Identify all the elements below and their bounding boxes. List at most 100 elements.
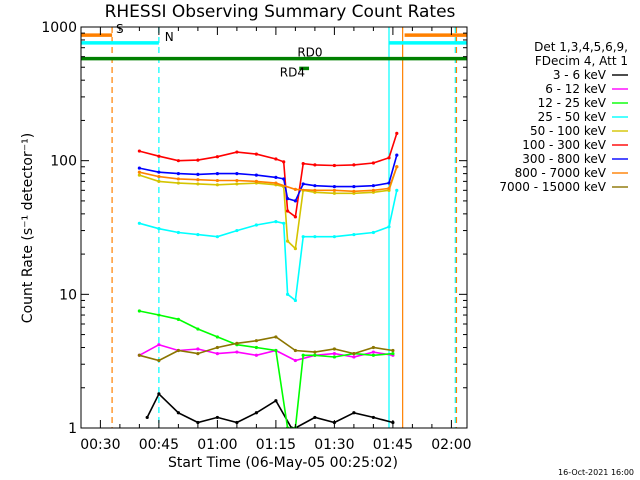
y-axis: 1 10 100 1000 (41, 20, 467, 437)
series-point-2-13 (371, 350, 375, 354)
series-point-7-12 (301, 182, 305, 186)
series-point-8-8 (274, 181, 278, 185)
series-point-1-7 (254, 411, 258, 415)
series-1 (145, 392, 395, 428)
series-point-6-9 (282, 160, 286, 164)
series-3 (137, 309, 395, 428)
series-point-3-11 (301, 353, 305, 357)
series-point-4-15 (352, 232, 356, 237)
legend-label-1: 3 - 6 keV (553, 68, 607, 82)
series-point-9-8 (274, 335, 278, 339)
series-point-6-3 (176, 159, 180, 163)
series-point-1-2 (157, 392, 161, 396)
series-point-5-6 (235, 182, 239, 186)
timestamp: 16-Oct-2021 16:00 (558, 468, 634, 477)
series-point-3-2 (157, 313, 161, 317)
x-tick-label-6: 01:45 (373, 437, 413, 453)
series-point-6-11 (293, 215, 297, 219)
series-point-7-7 (254, 173, 258, 177)
series-point-6-17 (387, 156, 391, 160)
series-point-7-9 (282, 177, 286, 181)
series-point-5-2 (157, 179, 161, 183)
series-point-7-14 (332, 184, 336, 189)
series-7 (137, 153, 399, 203)
series-point-6-1 (137, 149, 141, 153)
legend-label-6: 100 - 300 keV (522, 138, 606, 152)
series-point-5-10 (285, 239, 290, 243)
series-point-3-3 (176, 317, 180, 321)
annotation-label-3: N (165, 30, 174, 44)
series-4 (137, 188, 399, 303)
series-point-3-12 (313, 353, 317, 357)
series-point-2-11 (332, 352, 336, 356)
series-point-5-4 (196, 182, 200, 186)
series-point-9-7 (254, 339, 258, 343)
series-point-8-12 (352, 189, 356, 193)
series-point-2-7 (254, 353, 258, 357)
series-point-1-1 (145, 415, 149, 420)
series-point-4-13 (313, 235, 317, 239)
series-line-9 (139, 336, 394, 362)
series-point-2-2 (157, 343, 161, 347)
series-point-7-2 (157, 170, 161, 174)
series-point-6-13 (313, 163, 317, 167)
series-point-4-2 (157, 227, 161, 231)
legend: Det 1,3,4,5,6,9, FDecim 4, Att 1 3 - 6 k… (499, 40, 628, 194)
series-point-1-6 (235, 420, 239, 425)
series-point-7-11 (293, 199, 297, 203)
series-point-6-10 (285, 209, 290, 213)
series-point-6-2 (157, 154, 161, 158)
series-point-6-4 (196, 158, 200, 162)
legend-label-2: 6 - 12 keV (545, 82, 607, 96)
y-tick-label-3: 100 (50, 154, 77, 170)
series-point-8-7 (254, 179, 258, 183)
legend-header-line-2: FDecim 4, Att 1 (535, 54, 628, 68)
series-point-5-14 (332, 191, 336, 195)
series-point-7-16 (371, 184, 375, 188)
series-point-6-6 (235, 150, 239, 154)
series-8 (137, 165, 399, 193)
series-point-6-8 (274, 157, 278, 161)
y-tick-label-4: 1000 (41, 20, 77, 36)
series-point-7-6 (235, 172, 239, 176)
series-point-8-9 (293, 187, 297, 191)
series-point-8-4 (196, 178, 200, 182)
legend-label-4: 25 - 50 keV (538, 110, 607, 124)
series-point-5-5 (215, 183, 219, 187)
series-point-9-13 (371, 345, 375, 350)
legend-label-7: 300 - 800 keV (522, 152, 606, 166)
legend-label-9: 7000 - 15000 keV (499, 180, 606, 194)
series-point-2-12 (352, 355, 356, 359)
series-point-1-4 (196, 420, 200, 425)
series-point-9-12 (352, 352, 356, 356)
y-tick-label-2: 10 (59, 287, 77, 303)
series-point-4-3 (176, 230, 180, 235)
series-point-7-8 (274, 175, 278, 179)
x-tick-label-4: 01:15 (256, 437, 296, 453)
series-point-8-15 (395, 165, 399, 169)
series-point-1-3 (176, 411, 180, 415)
plot-frame (80, 26, 468, 429)
x-tick-label-2: 00:45 (139, 437, 179, 453)
series-point-7-13 (313, 184, 317, 188)
series-point-4-17 (387, 225, 391, 229)
series-point-6-16 (371, 161, 375, 165)
y-axis-label: Count Rate (s⁻¹ detector⁻¹) (20, 133, 36, 323)
series-point-7-3 (176, 172, 180, 176)
series-point-6-7 (254, 152, 258, 156)
annotation-label-5: RD0 (297, 46, 322, 60)
series-point-9-5 (215, 345, 219, 350)
x-axis: 00:30 00:45 01:00 01:15 01:30 01:45 02:00 (80, 27, 472, 453)
series-point-2-5 (215, 352, 219, 356)
series-point-8-14 (387, 186, 391, 191)
series-line-7 (139, 154, 398, 202)
series-point-7-18 (395, 153, 399, 157)
series-point-5-1 (137, 173, 141, 177)
series-point-1-8 (274, 399, 278, 403)
series-point-8-10 (313, 188, 317, 192)
series-point-8-11 (332, 188, 336, 192)
series-point-4-8 (274, 220, 278, 224)
series-point-4-9 (282, 221, 286, 225)
series-point-4-16 (371, 230, 375, 235)
